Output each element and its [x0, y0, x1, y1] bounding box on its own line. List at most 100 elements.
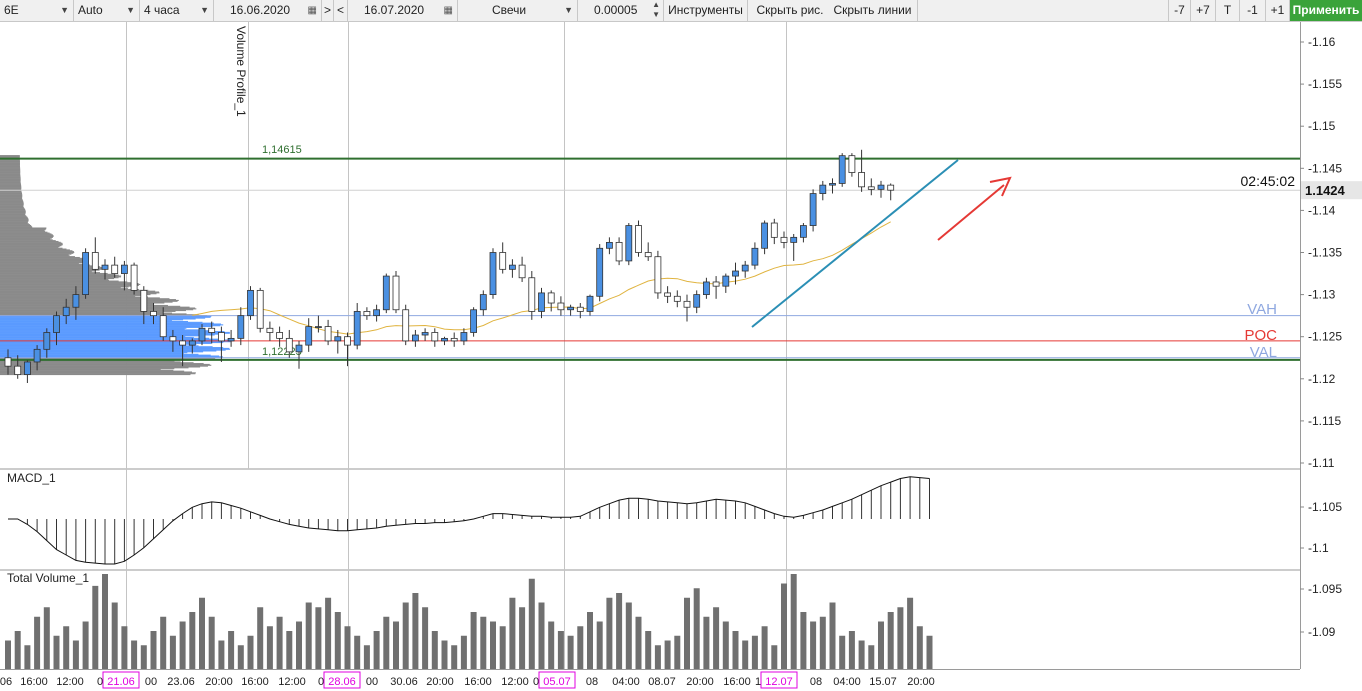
candle: [431, 328, 439, 347]
profile-bar: [0, 263, 84, 265]
volume-bar: [887, 612, 894, 669]
profile-bar: [0, 335, 202, 337]
profile-bar: [0, 275, 122, 277]
price-axis[interactable]: -1.16 -1.155 -1.15 -1.145 -1.14 -1.135 -1.13 -1…: [1300, 35, 1342, 470]
profile-bar: [0, 243, 63, 245]
instruments-button[interactable]: Инструменты: [664, 0, 748, 21]
current-price-box: [1301, 181, 1362, 200]
profile-bar: [0, 343, 197, 345]
scale-select[interactable]: Auto ▼: [74, 0, 140, 21]
volume-bar: [305, 602, 312, 669]
apply-button[interactable]: Применить: [1290, 0, 1362, 21]
profile-bar: [0, 288, 139, 291]
candle: [751, 242, 759, 270]
candle-body: [664, 292, 671, 297]
hide-drawings-button[interactable]: Скрыть рис.: [756, 3, 824, 17]
candle-body: [266, 327, 274, 333]
nav-prev-button[interactable]: <: [334, 0, 348, 21]
volume-bar: [587, 612, 593, 669]
calendar-icon[interactable]: ▦: [307, 5, 317, 16]
trend-line[interactable]: [751, 159, 959, 328]
spinner-icon[interactable]: ▲ ▼: [652, 0, 660, 19]
profile-bar: [0, 190, 22, 192]
profile-bar: [0, 338, 222, 340]
candle: [121, 260, 128, 291]
candle: [770, 218, 778, 245]
volume-bar: [635, 616, 642, 669]
candle: [703, 277, 710, 299]
minus1-button[interactable]: -1: [1240, 0, 1266, 21]
profile-bar: [0, 235, 54, 237]
time-label: 30.06: [390, 676, 418, 688]
candle: [188, 338, 196, 354]
volume-bar: [722, 621, 729, 669]
volume-bar: [858, 640, 865, 669]
volume-bar: [926, 635, 933, 669]
volume-bar: [713, 607, 720, 669]
profile-bar: [0, 163, 20, 165]
profile-bar: [0, 214, 26, 216]
minus7-button[interactable]: -7: [1168, 0, 1191, 21]
date-from-field[interactable]: 16.06.2020 ▦: [214, 0, 322, 21]
profile-bar: [0, 354, 211, 356]
profile-bar: [0, 262, 83, 264]
chart-area[interactable]: 1,14615 1,12225 VAH POC VAL Volume Profi…: [0, 22, 1362, 691]
volume-profile-title: Volume Profile_1: [234, 26, 248, 117]
volume-bar: [111, 602, 118, 669]
price-tick-label: -1.16: [1308, 35, 1336, 49]
candle-body: [547, 292, 555, 304]
profile-bar: [0, 252, 74, 254]
plus7-button[interactable]: +7: [1191, 0, 1216, 21]
profile-bar: [0, 214, 26, 216]
profile-bar: [0, 230, 45, 232]
profile-bar: [0, 265, 96, 267]
profile-bar: [0, 239, 53, 241]
candles[interactable]: [4, 149, 895, 384]
plus1-button[interactable]: +1: [1266, 0, 1290, 21]
profile-bar: [0, 166, 20, 168]
time-highlight-box: [323, 671, 361, 689]
candle: [421, 328, 429, 341]
profile-bar: [0, 352, 184, 355]
volume-bar: [664, 640, 671, 669]
profile-bar: [0, 255, 70, 257]
candle: [130, 262, 138, 295]
candle: [538, 287, 545, 319]
candle: [606, 237, 613, 255]
candle-body: [538, 292, 545, 312]
nav-next-button[interactable]: >: [322, 0, 334, 21]
date-to-field[interactable]: 16.07.2020 ▦: [348, 0, 458, 21]
profile-bar: [0, 350, 217, 352]
candle: [567, 304, 574, 316]
profile-bar: [0, 309, 194, 311]
candle-body: [450, 337, 458, 342]
calendar-icon[interactable]: ▦: [443, 5, 453, 16]
time-label: 16:00: [723, 676, 751, 688]
profile-bar: [0, 184, 22, 186]
candle-body: [829, 183, 836, 186]
price-tick-label: -1.11: [1308, 456, 1335, 470]
profile-bar: [0, 328, 185, 330]
chart-type-select[interactable]: Свечи ▼: [458, 0, 578, 21]
candle: [53, 311, 60, 346]
candle: [635, 220, 642, 257]
profile-bar: [0, 292, 160, 294]
hide-lines-button[interactable]: Скрыть линии: [828, 0, 918, 21]
candle-body: [761, 222, 768, 249]
time-axis[interactable]: 06 16:00 12:00 0 21.06 00 23.06 20:00 16:00 12:00…: [0, 671, 935, 689]
t-button[interactable]: T: [1216, 0, 1240, 21]
tick-size-field[interactable]: 0.00005 ▲ ▼: [578, 0, 664, 21]
candle: [838, 153, 846, 187]
timeframe-select[interactable]: 4 часа ▼: [140, 0, 214, 21]
candle: [363, 307, 371, 320]
symbol-select[interactable]: 6E ▼: [0, 0, 74, 21]
price-tick-label: -1.135: [1308, 246, 1342, 260]
candle: [877, 180, 885, 198]
volume-bar: [625, 602, 632, 669]
time-label: 06: [0, 676, 12, 688]
arrow-icon[interactable]: [937, 176, 1012, 241]
candle-body: [877, 184, 885, 190]
profile-bar: [0, 185, 22, 187]
price-tick-label: -1.15: [1308, 119, 1336, 133]
volume-bar: [674, 635, 681, 669]
